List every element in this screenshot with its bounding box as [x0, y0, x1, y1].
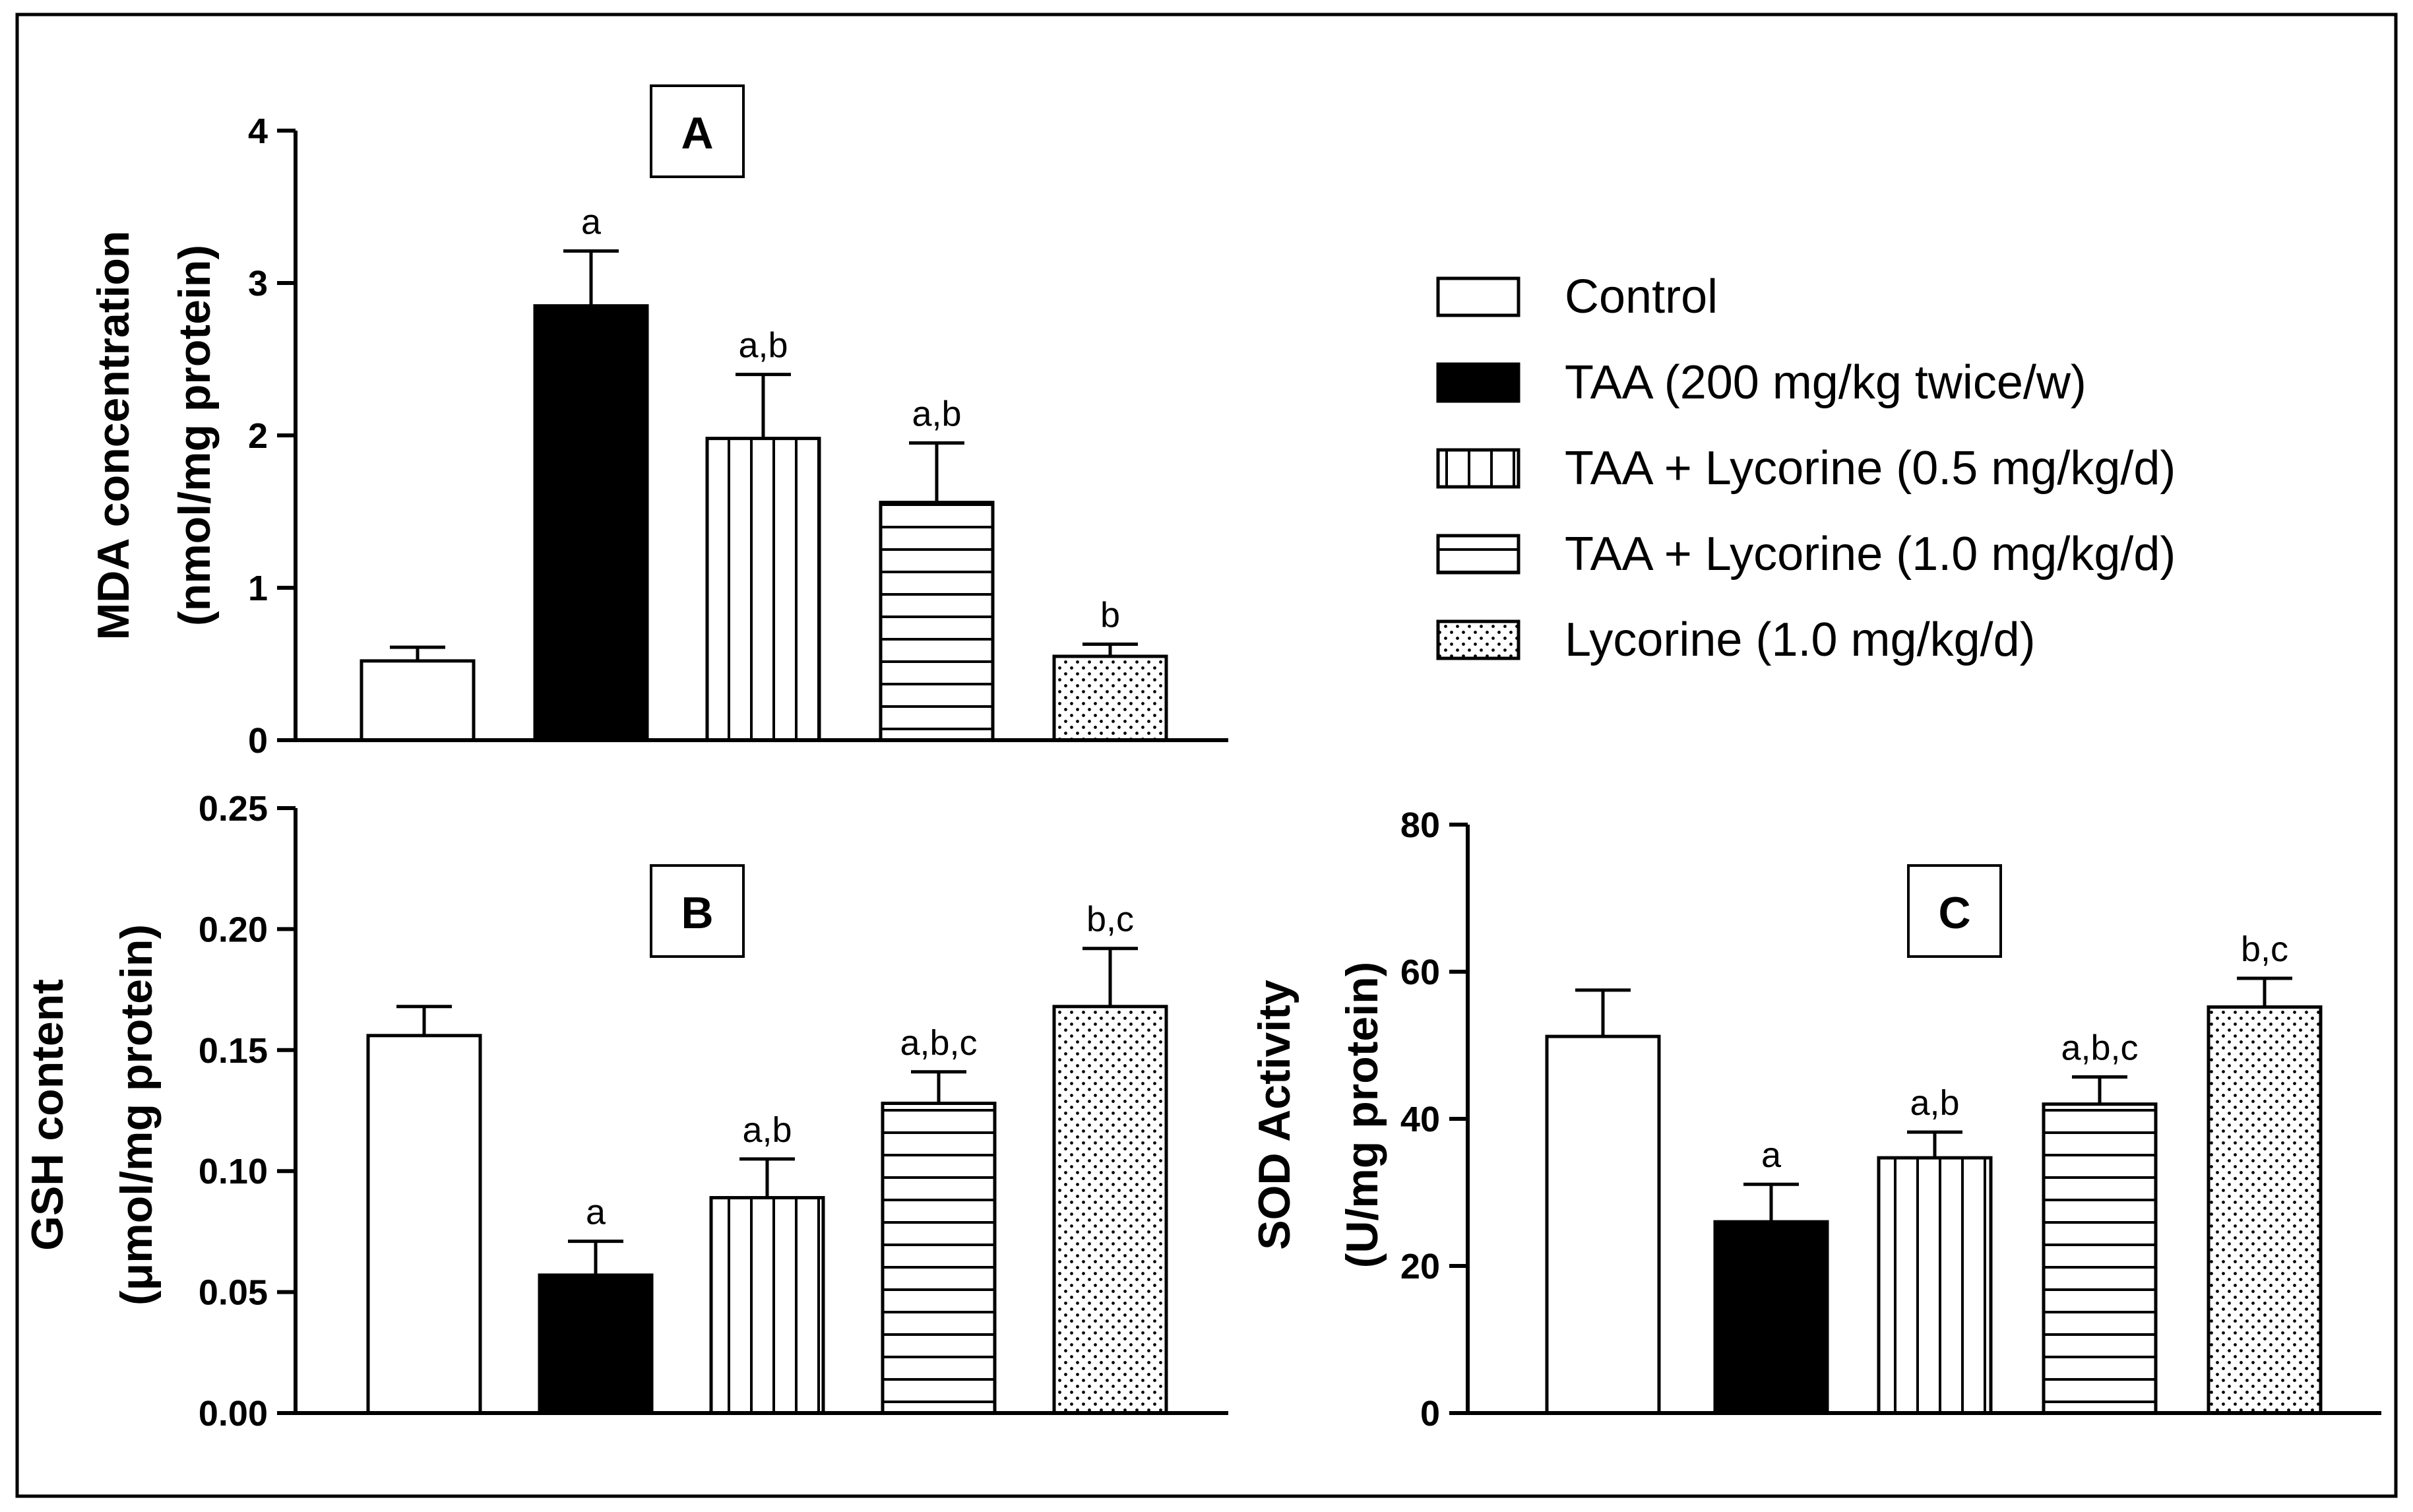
bar: [538, 1273, 654, 1415]
y-axis-title: MDA concentration: [88, 231, 139, 641]
panel-letter-box: [650, 84, 745, 178]
bar: [879, 501, 995, 742]
panel-letter-box: [1907, 864, 2002, 958]
y-tick-label: 4: [248, 111, 268, 151]
y-axis-title: (μmol/mg protein): [111, 924, 162, 1306]
y-tick-label: 0.25: [199, 789, 268, 829]
legend-swatch: [1436, 276, 1520, 317]
y-tick-label: 3: [248, 264, 268, 303]
legend-swatch: [1436, 534, 1520, 575]
significance-label: a,b: [1910, 1083, 1959, 1123]
y-tick-label: 0.15: [199, 1031, 268, 1071]
bar: [881, 1101, 997, 1415]
legend-label: Lycorine (1.0 mg/kg/d): [1565, 614, 2036, 666]
y-tick-label: 0.00: [199, 1394, 268, 1433]
significance-label: a: [1761, 1135, 1782, 1175]
legend-label: TAA + Lycorine (1.0 mg/kg/d): [1565, 528, 2176, 581]
y-tick-label: 60: [1400, 953, 1440, 992]
significance-label: a: [586, 1193, 606, 1232]
bar: [705, 437, 821, 742]
panel-letter: C: [1938, 888, 1970, 938]
panel-b: Ba a,b a,b,c b,c 0.00 0.05 0.10 0.15 0.20 0.25 GSH…: [22, 789, 1228, 1433]
significance-label: b,c: [2241, 929, 2288, 969]
bar: [2042, 1102, 2158, 1415]
legend-swatch: [1436, 619, 1520, 660]
panel-letter: B: [681, 888, 713, 938]
significance-label: a,b: [912, 394, 961, 434]
y-tick-label: 0.20: [199, 910, 268, 949]
significance-label: a: [581, 202, 602, 241]
y-tick-label: 80: [1400, 805, 1440, 845]
bar: [533, 304, 649, 742]
legend: Control TAA (200 mg/kg twice/w) TAA + Lyco…: [1436, 270, 2176, 666]
legend-label: TAA + Lycorine (0.5 mg/kg/d): [1565, 442, 2176, 495]
legend-label: TAA (200 mg/kg twice/w): [1565, 356, 2086, 409]
bar: [1545, 1034, 1661, 1415]
y-tick-label: 40: [1400, 1100, 1440, 1139]
y-axis-title: GSH content: [22, 979, 73, 1251]
bar: [2207, 1005, 2323, 1415]
y-tick-label: 0.10: [199, 1152, 268, 1191]
bar: [1052, 1005, 1168, 1415]
y-axis-title: (U/mg protein): [1337, 962, 1387, 1269]
panel-c: Ca a,b a,b,c b,c 0 20 40 60 80 SOD Activity (U/mg …: [1249, 805, 2381, 1433]
y-tick-label: 0: [1420, 1394, 1440, 1433]
bar: [1052, 654, 1168, 742]
y-axis-title: (nmol/mg protein): [170, 245, 220, 626]
legend-swatch: [1436, 448, 1520, 489]
bar: [1713, 1220, 1829, 1415]
panel-letter: A: [681, 108, 713, 158]
y-tick-label: 0: [248, 721, 268, 761]
y-axis-title: SOD Activity: [1249, 980, 1300, 1250]
y-tick-label: 1: [248, 569, 268, 608]
significance-label: a,b: [738, 326, 788, 365]
panel-letter-box: [650, 864, 745, 958]
panel-a: Aa a,b a,b b 0 1 2 3 4 MDA concentration (nmol/mg …: [88, 84, 1228, 761]
significance-label: a,b,c: [2061, 1028, 2138, 1067]
significance-label: b,c: [1086, 900, 1134, 939]
significance-label: b: [1100, 595, 1120, 635]
significance-label: a,b: [742, 1110, 792, 1150]
bar: [360, 659, 476, 742]
legend-swatch: [1436, 362, 1520, 403]
significance-label: a,b,c: [900, 1023, 977, 1063]
bar: [366, 1034, 482, 1415]
y-tick-label: 20: [1400, 1247, 1440, 1286]
bar: [709, 1196, 825, 1415]
bar: [1877, 1156, 1993, 1415]
legend-label: Control: [1565, 270, 1718, 323]
y-tick-label: 0.05: [199, 1273, 268, 1313]
y-tick-label: 2: [248, 416, 268, 456]
